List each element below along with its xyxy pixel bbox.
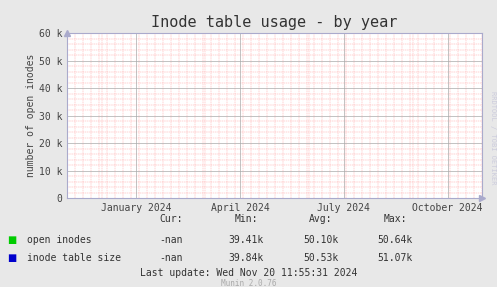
- Title: Inode table usage - by year: Inode table usage - by year: [152, 15, 398, 30]
- Text: 51.07k: 51.07k: [378, 253, 413, 263]
- Text: 50.64k: 50.64k: [378, 234, 413, 245]
- Text: -nan: -nan: [160, 234, 183, 245]
- Text: Min:: Min:: [234, 214, 258, 224]
- Y-axis label: number of open inodes: number of open inodes: [26, 54, 36, 177]
- Text: Avg:: Avg:: [309, 214, 332, 224]
- Text: ■: ■: [7, 253, 17, 263]
- Text: 39.41k: 39.41k: [229, 234, 263, 245]
- Text: Max:: Max:: [383, 214, 407, 224]
- Text: 50.10k: 50.10k: [303, 234, 338, 245]
- Text: Munin 2.0.76: Munin 2.0.76: [221, 279, 276, 287]
- Text: inode table size: inode table size: [27, 253, 121, 263]
- Text: RRDTOOL / TOBI OETIKER: RRDTOOL / TOBI OETIKER: [490, 91, 496, 185]
- Text: Cur:: Cur:: [160, 214, 183, 224]
- Text: -nan: -nan: [160, 253, 183, 263]
- Text: ■: ■: [7, 234, 17, 245]
- Text: 50.53k: 50.53k: [303, 253, 338, 263]
- Text: 39.84k: 39.84k: [229, 253, 263, 263]
- Text: open inodes: open inodes: [27, 234, 92, 245]
- Text: Last update: Wed Nov 20 11:55:31 2024: Last update: Wed Nov 20 11:55:31 2024: [140, 268, 357, 278]
